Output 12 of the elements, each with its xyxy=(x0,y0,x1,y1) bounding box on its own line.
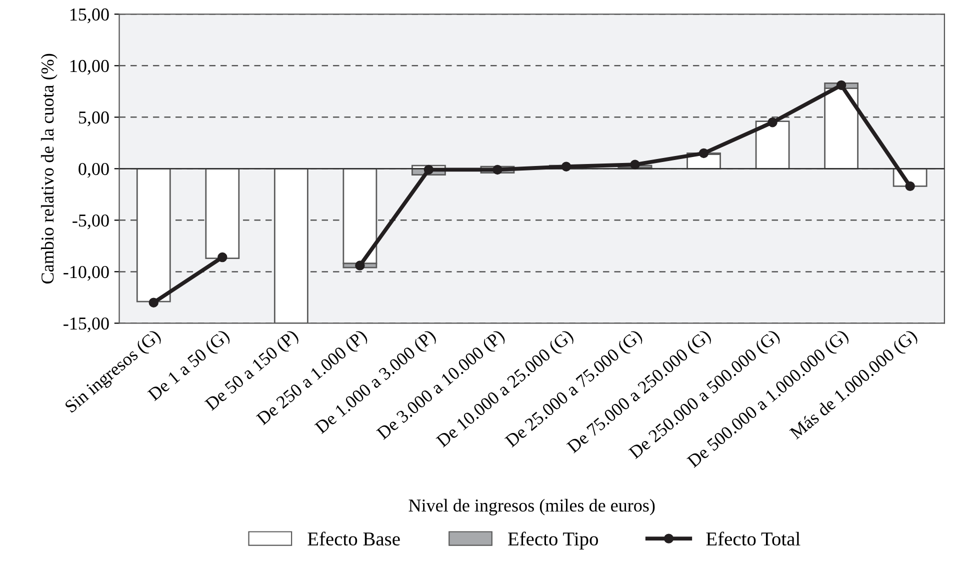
y-tick-label: 0,00 xyxy=(78,162,109,178)
legend-label: Efecto Base xyxy=(308,532,400,546)
x-axis-title: Nivel de ingresos (miles de euros) xyxy=(408,498,655,516)
y-tick-label: -15,00 xyxy=(64,317,109,332)
y-tick-label: 15,00 xyxy=(70,8,109,24)
y-tick-label: 5,00 xyxy=(78,111,109,126)
y-tick-label: -10,00 xyxy=(64,266,109,281)
y-axis-title: Cambio relativo de la cuota (%) xyxy=(40,54,58,284)
y-tick-label: -5,00 xyxy=(72,214,109,230)
y-tick-label: 10,00 xyxy=(70,60,109,75)
legend-label: Efecto Total xyxy=(706,532,800,546)
legend-label: Efecto Tipo xyxy=(508,532,598,550)
